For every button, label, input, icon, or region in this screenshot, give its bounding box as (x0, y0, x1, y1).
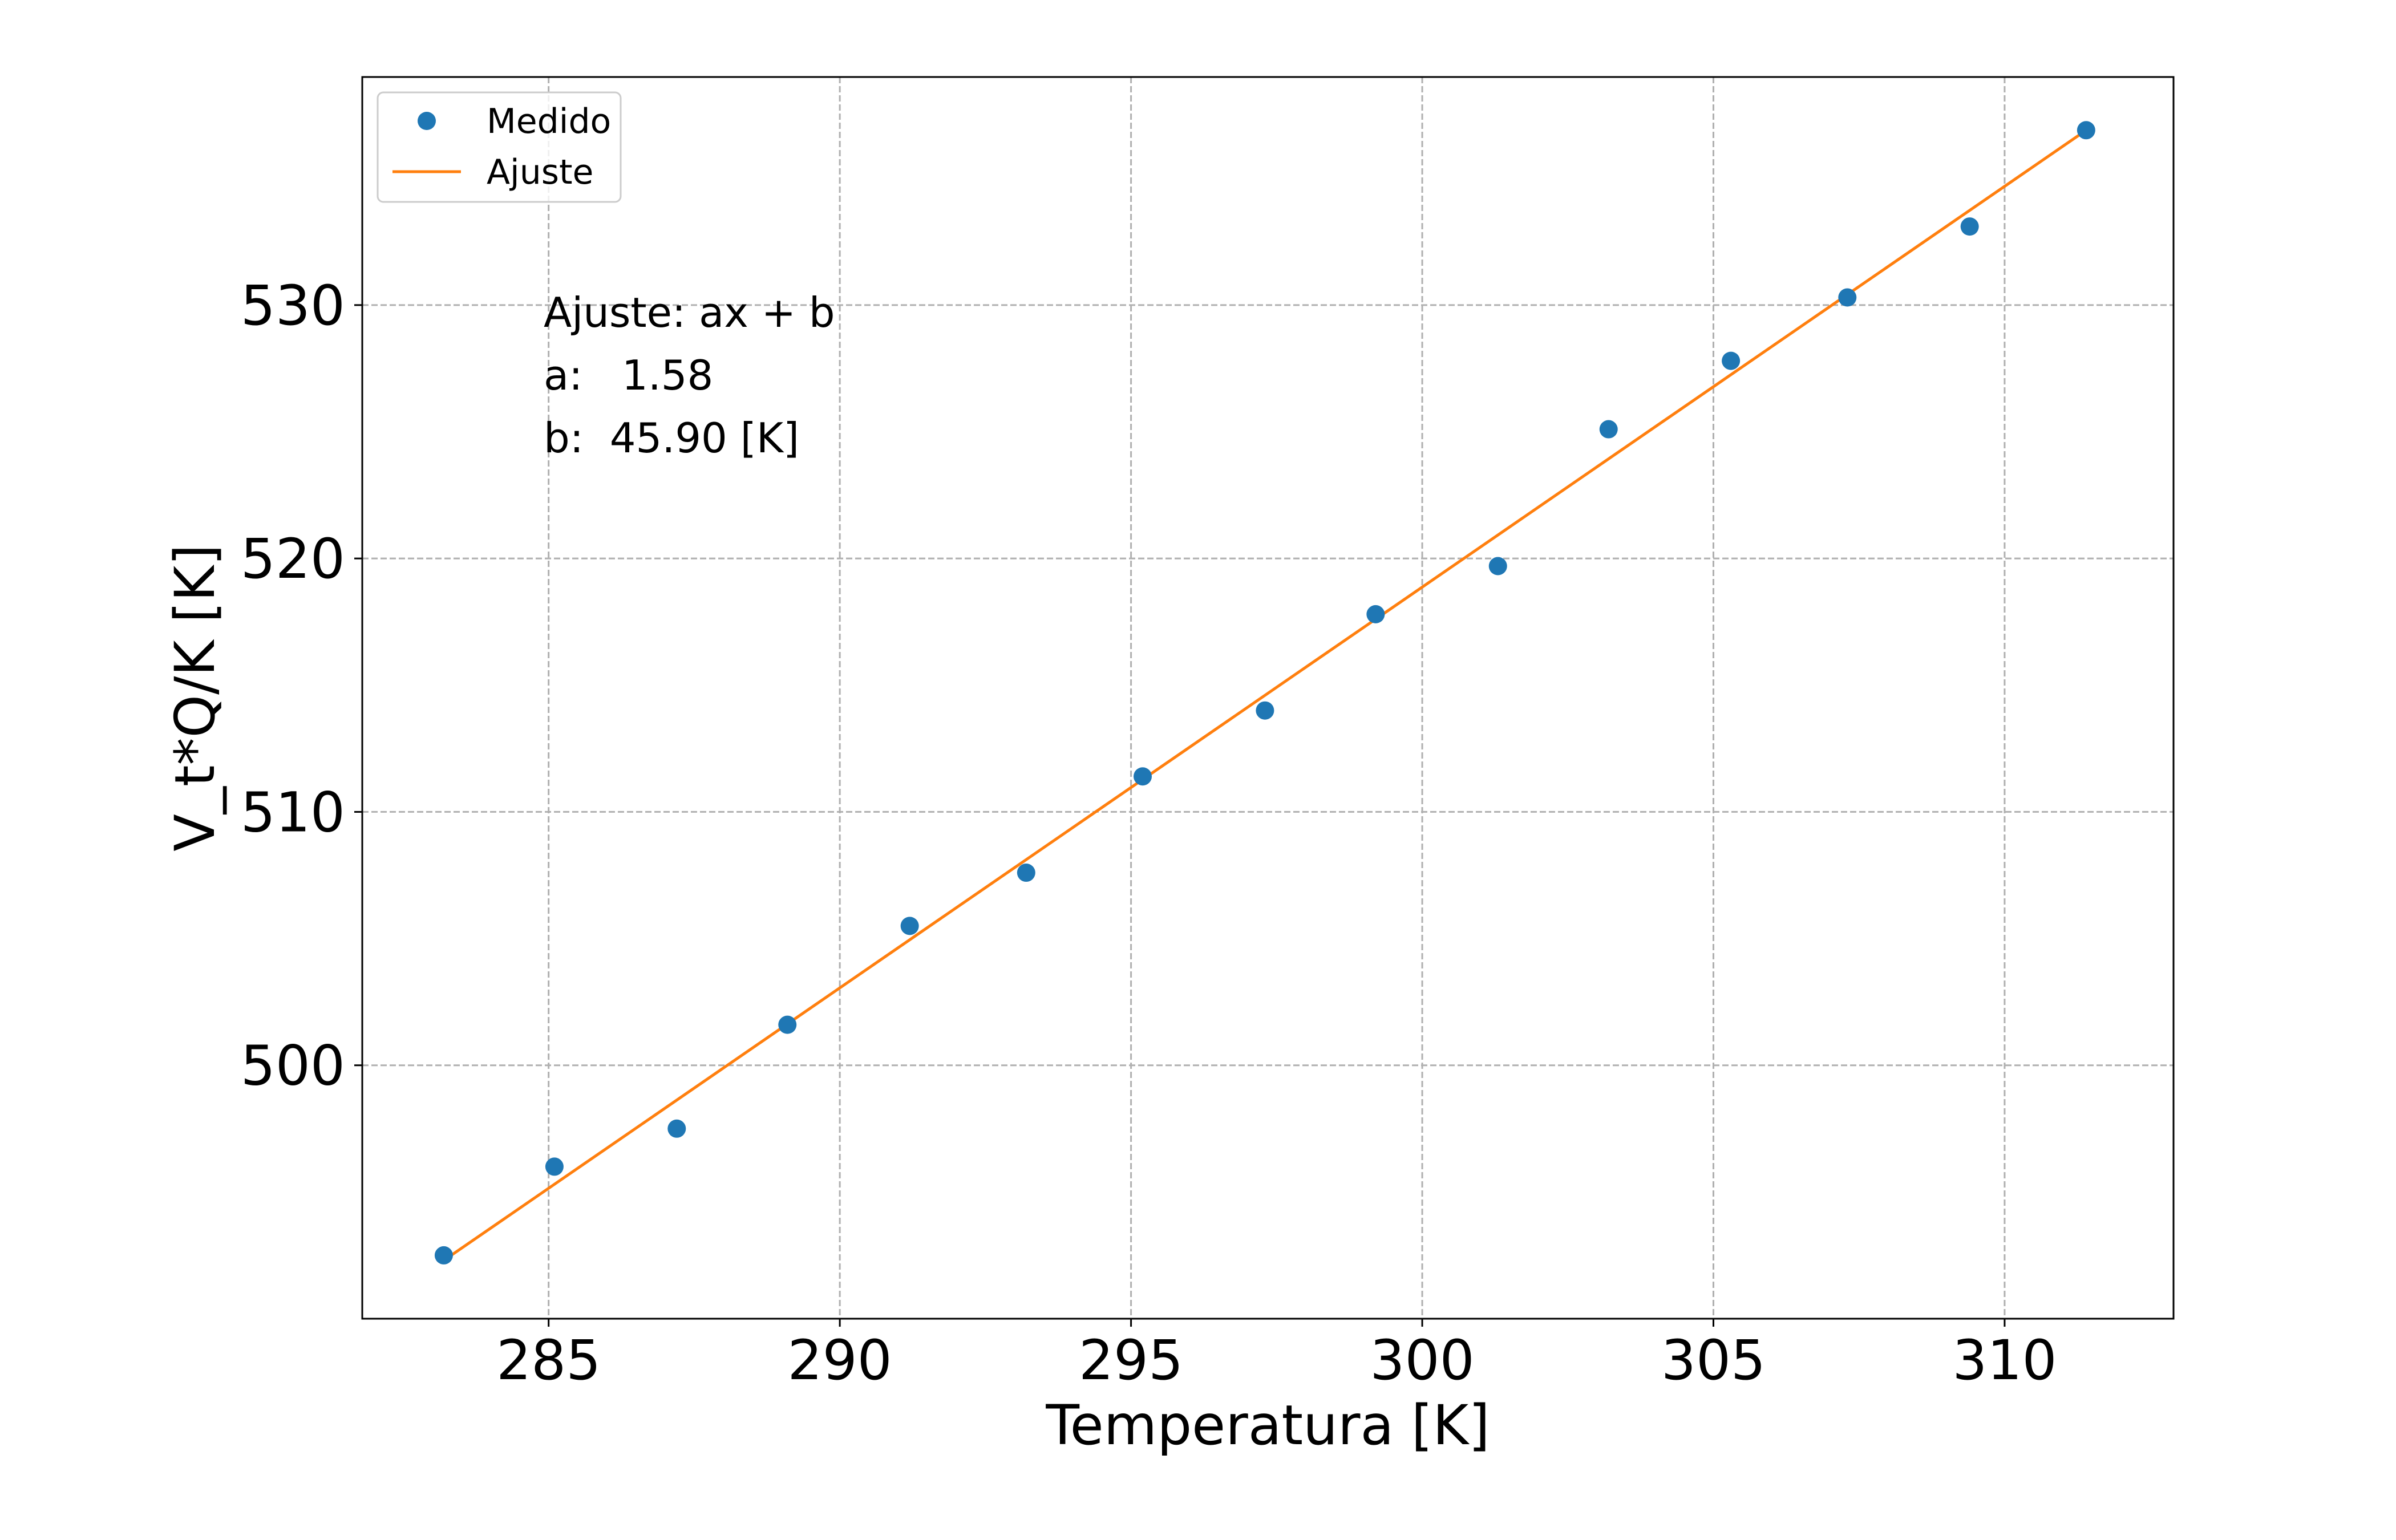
legend-marker-medido (418, 112, 436, 130)
data-point (1722, 351, 1741, 370)
fit-line (442, 128, 2089, 1263)
legend-label-ajuste: Ajuste (487, 152, 593, 192)
data-point (778, 1015, 797, 1034)
x-tick-label: 300 (1370, 1328, 1474, 1392)
data-point (1256, 701, 1274, 720)
data-point (2077, 121, 2095, 140)
data-point (667, 1119, 686, 1138)
x-tick-label: 285 (496, 1328, 601, 1392)
fit-annotation-line: Ajuste: ax + b (544, 289, 835, 337)
legend-box (377, 91, 622, 203)
fit-annotation: Ajuste: ax + b a: 1.58 b: 45.90 [K] (544, 289, 835, 462)
fit-annotation-line: b: 45.90 [K] (544, 414, 799, 462)
plot-series (434, 121, 2095, 1265)
data-point (545, 1157, 564, 1176)
x-tick-label: 290 (788, 1328, 892, 1392)
data-point (1599, 420, 1618, 439)
plot-frame (361, 76, 2175, 1320)
legend: Medido Ajuste (377, 91, 622, 203)
data-point (434, 1246, 453, 1265)
x-tick-label: 295 (1079, 1328, 1183, 1392)
data-point (900, 917, 919, 935)
legend-label-medido: Medido (487, 102, 611, 141)
data-point (1134, 767, 1152, 786)
y-tick-label: 510 (241, 780, 345, 844)
data-point (1838, 288, 1857, 307)
data-point (1960, 217, 1979, 236)
x-axis-label: Temperatura [K] (1045, 1393, 1490, 1457)
y-tick-label: 530 (241, 274, 345, 338)
fit-annotation-line: a: 1.58 (544, 351, 713, 399)
data-point (1488, 557, 1507, 576)
y-tick-label: 500 (241, 1034, 345, 1098)
y-axis-label: V_t*Q/K [K] (163, 544, 227, 852)
data-point (1366, 605, 1385, 623)
axis-ticks: 285 290 295 300 305 310 500 510 520 530 (241, 274, 2057, 1392)
y-tick-label: 520 (241, 527, 345, 591)
data-point (1017, 864, 1035, 882)
x-tick-label: 310 (1952, 1328, 2057, 1392)
x-tick-label: 305 (1661, 1328, 1766, 1392)
grid (362, 77, 2174, 1319)
